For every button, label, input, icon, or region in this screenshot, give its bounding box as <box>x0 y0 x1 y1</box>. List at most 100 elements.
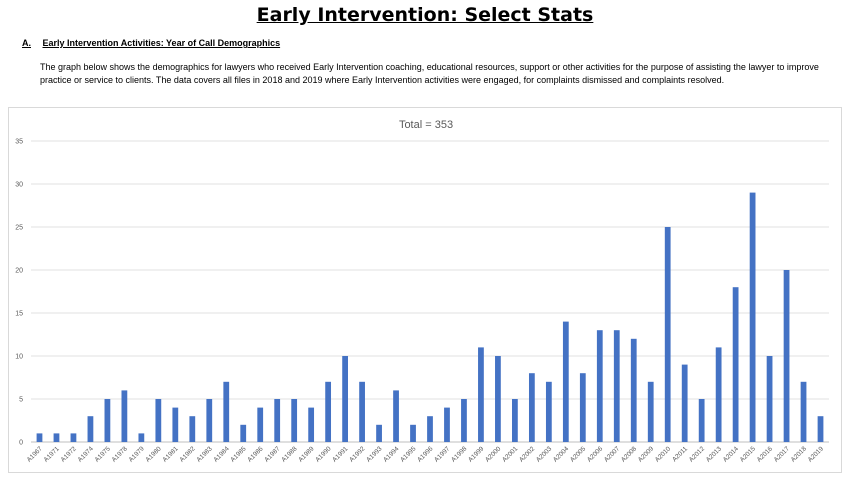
bar-A2000 <box>495 356 501 442</box>
x-tick-label: A1981 <box>161 445 180 464</box>
x-tick-label: A2010 <box>654 445 673 464</box>
bar-A2009 <box>647 381 654 442</box>
x-tick-label: A2008 <box>620 445 639 464</box>
y-tick-label: 0 <box>19 440 23 447</box>
bar-A2012 <box>698 399 705 442</box>
bar-A1995 <box>410 424 416 442</box>
page-title: Early Intervention: Select Stats <box>256 4 594 26</box>
bar-A1967 <box>36 433 43 442</box>
x-tick-label: A1991 <box>331 445 350 464</box>
x-tick-label: A1988 <box>280 445 299 464</box>
bar-A1972 <box>70 433 77 442</box>
bar-A2017 <box>783 270 790 442</box>
x-tick-label: A1992 <box>348 445 367 464</box>
bar-A2008 <box>630 338 637 442</box>
x-tick-label: A2015 <box>739 445 758 464</box>
x-tick-label: A1971 <box>43 445 62 464</box>
bar-A2016 <box>766 356 773 442</box>
bar-A2014 <box>732 287 739 442</box>
x-tick-label: A2017 <box>773 445 792 464</box>
chart-frame: Total = 353 0 5 10 15 20 25 30 35 A1967 A1971 A19… <box>8 107 842 473</box>
bar-A2001 <box>512 399 518 442</box>
section-letter: A. <box>22 38 31 48</box>
x-tick-label: A1979 <box>128 445 147 464</box>
x-axis-ticks: A1967A1971A1972A1974A1975A1978A1979A1980… <box>26 445 826 464</box>
bar-A2006 <box>596 330 603 442</box>
bar-A1993 <box>376 424 382 442</box>
x-tick-label: A2005 <box>569 445 588 464</box>
bar-A1990 <box>325 381 332 442</box>
x-tick-label: A1972 <box>60 445 79 464</box>
bar-A2018 <box>800 381 807 442</box>
bar-A1979 <box>138 433 145 442</box>
x-tick-label: A2011 <box>671 445 689 463</box>
bar-A1984 <box>223 381 230 442</box>
x-tick-label: A1999 <box>467 445 486 464</box>
x-tick-label: A2018 <box>790 445 809 464</box>
bar-A2003 <box>545 381 552 442</box>
bar-A2015 <box>749 192 756 442</box>
y-tick-label: 10 <box>15 354 23 361</box>
y-tick-label: 5 <box>19 397 23 404</box>
bar-A2019 <box>817 416 824 442</box>
x-tick-label: A1975 <box>94 445 113 464</box>
y-axis-ticks: 0 5 10 15 20 25 30 35 <box>15 139 23 447</box>
bar-A1991 <box>342 356 348 442</box>
x-tick-label: A2007 <box>603 445 622 464</box>
x-tick-label: A1983 <box>195 445 214 464</box>
bar-A2005 <box>579 373 586 442</box>
x-tick-label: A2013 <box>705 445 724 464</box>
x-tick-label: A1982 <box>178 445 197 464</box>
x-tick-label: A1978 <box>111 445 130 464</box>
x-tick-label: A1993 <box>365 445 384 464</box>
x-tick-label: A2002 <box>518 445 537 464</box>
bar-A1985 <box>240 424 247 442</box>
x-tick-label: A1998 <box>450 445 469 464</box>
x-tick-label: A1987 <box>263 445 282 464</box>
bar-A1981 <box>172 407 179 442</box>
section-title: Early Intervention Activities: Year of C… <box>42 38 281 48</box>
bar-A1986 <box>257 407 264 442</box>
bar-A1971 <box>53 433 60 442</box>
bar-A1987 <box>274 399 281 442</box>
bar-A2007 <box>613 330 620 442</box>
x-tick-label: A1985 <box>229 445 248 464</box>
bar-A2011 <box>681 364 688 442</box>
bar-A2013 <box>715 347 722 442</box>
x-tick-label: A2014 <box>722 445 741 464</box>
y-tick-label: 20 <box>15 268 23 275</box>
section-heading: A. Early Intervention Activities: Year o… <box>22 38 280 48</box>
x-tick-label: A1984 <box>212 445 231 464</box>
bar-A1992 <box>359 381 365 442</box>
x-tick-label: A1967 <box>26 445 45 464</box>
bar-A1994 <box>393 390 399 442</box>
x-tick-label: A1997 <box>433 445 452 464</box>
bar-A2002 <box>528 373 535 442</box>
x-tick-label: A2006 <box>586 445 605 464</box>
bar-A2010 <box>664 227 671 442</box>
x-tick-label: A2009 <box>637 445 656 464</box>
x-tick-label: A2016 <box>756 445 775 464</box>
bar-A1996 <box>427 416 433 442</box>
bars <box>36 192 824 442</box>
y-tick-label: 35 <box>15 139 23 146</box>
bar-A1998 <box>461 399 467 442</box>
bar-A1999 <box>478 347 484 442</box>
bar-A1988 <box>291 399 298 442</box>
x-tick-label: A1990 <box>314 445 333 464</box>
x-tick-label: A2000 <box>484 445 503 464</box>
bar-A1989 <box>308 407 315 442</box>
x-tick-label: A2012 <box>688 445 707 464</box>
x-tick-label: A2019 <box>807 445 826 464</box>
bar-A2004 <box>562 321 569 442</box>
description-paragraph: The graph below shows the demographics f… <box>40 62 819 85</box>
gridlines <box>31 140 829 443</box>
x-tick-label: A2003 <box>535 445 554 464</box>
y-tick-label: 15 <box>15 311 23 318</box>
x-tick-label: A1989 <box>297 445 316 464</box>
x-tick-label: A1986 <box>246 445 265 464</box>
bar-A1975 <box>104 399 111 442</box>
x-tick-label: A1994 <box>382 445 401 464</box>
x-tick-label: A1995 <box>399 445 418 464</box>
